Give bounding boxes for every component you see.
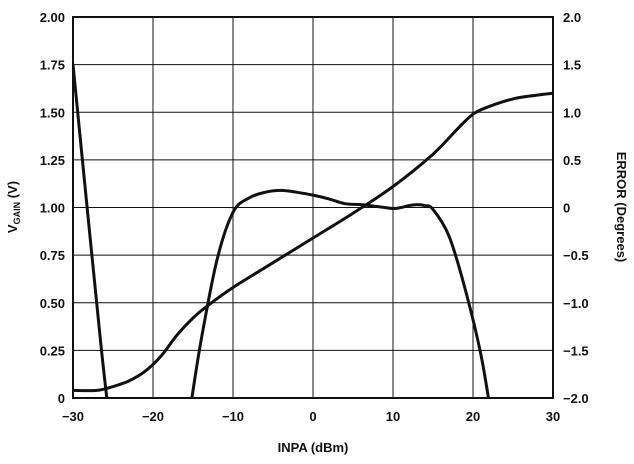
x-tick-label: 10: [386, 409, 400, 424]
y-left-tick-label: 1.75: [40, 58, 65, 73]
y-left-label-unit: (V): [5, 181, 20, 202]
y-right-tick-label: 1.5: [563, 58, 581, 73]
grid: [72, 16, 554, 399]
y-left-tick-label: 1.50: [40, 105, 65, 120]
y-left-tick-label: 1.25: [40, 153, 65, 168]
series-line-2: [73, 63, 109, 398]
x-tick-label: 30: [546, 409, 560, 424]
y-right-tick-label: 0: [563, 201, 570, 216]
y-left-tick-label: 2.00: [40, 10, 65, 25]
plot-frame: [72, 16, 554, 399]
y-left-tick-label: 0.25: [40, 343, 65, 358]
x-tick-label: −10: [222, 409, 244, 424]
y-right-tick-label: 0.5: [563, 153, 581, 168]
y-left-tick-label: 0.50: [40, 296, 65, 311]
x-tick-labels: −30 −20 −10 0 10 20 30: [62, 409, 560, 424]
y-right-tick-labels: −2.0 −1.5 −1.0 −0.5 0 0.5 1.0 1.5 2.0: [563, 10, 589, 406]
y-right-tick-label: −1.5: [563, 343, 589, 358]
series-line-3: [190, 188, 490, 398]
y-right-tick-label: −2.0: [563, 391, 589, 406]
x-tick-label: 0: [309, 409, 316, 424]
x-tick-label: −30: [62, 409, 84, 424]
y-right-tick-label: −1.0: [563, 296, 589, 311]
x-tick-label: −20: [142, 409, 164, 424]
y-right-axis-label: ERROR (Degrees): [614, 152, 629, 263]
y-left-axis-label: VGAIN (V): [5, 181, 22, 233]
y-right-tick-label: 1.0: [563, 105, 581, 120]
y-left-tick-label: 0.75: [40, 248, 65, 263]
y-left-label-sub: GAIN: [12, 202, 22, 225]
y-right-tick-label: 2.0: [563, 10, 581, 25]
y-left-tick-labels: 0 0.25 0.50 0.75 1.00 1.25 1.50 1.75 2.00: [40, 10, 65, 406]
y-left-tick-label: 1.00: [40, 201, 65, 216]
x-axis-label: INPA (dBm): [278, 440, 349, 455]
x-tick-label: 20: [466, 409, 480, 424]
series-line-1: [73, 91, 553, 393]
y-left-label-main: V: [5, 224, 20, 233]
series-layer: [73, 63, 553, 398]
y-left-tick-label: 0: [58, 391, 65, 406]
y-right-tick-label: −0.5: [563, 248, 589, 263]
